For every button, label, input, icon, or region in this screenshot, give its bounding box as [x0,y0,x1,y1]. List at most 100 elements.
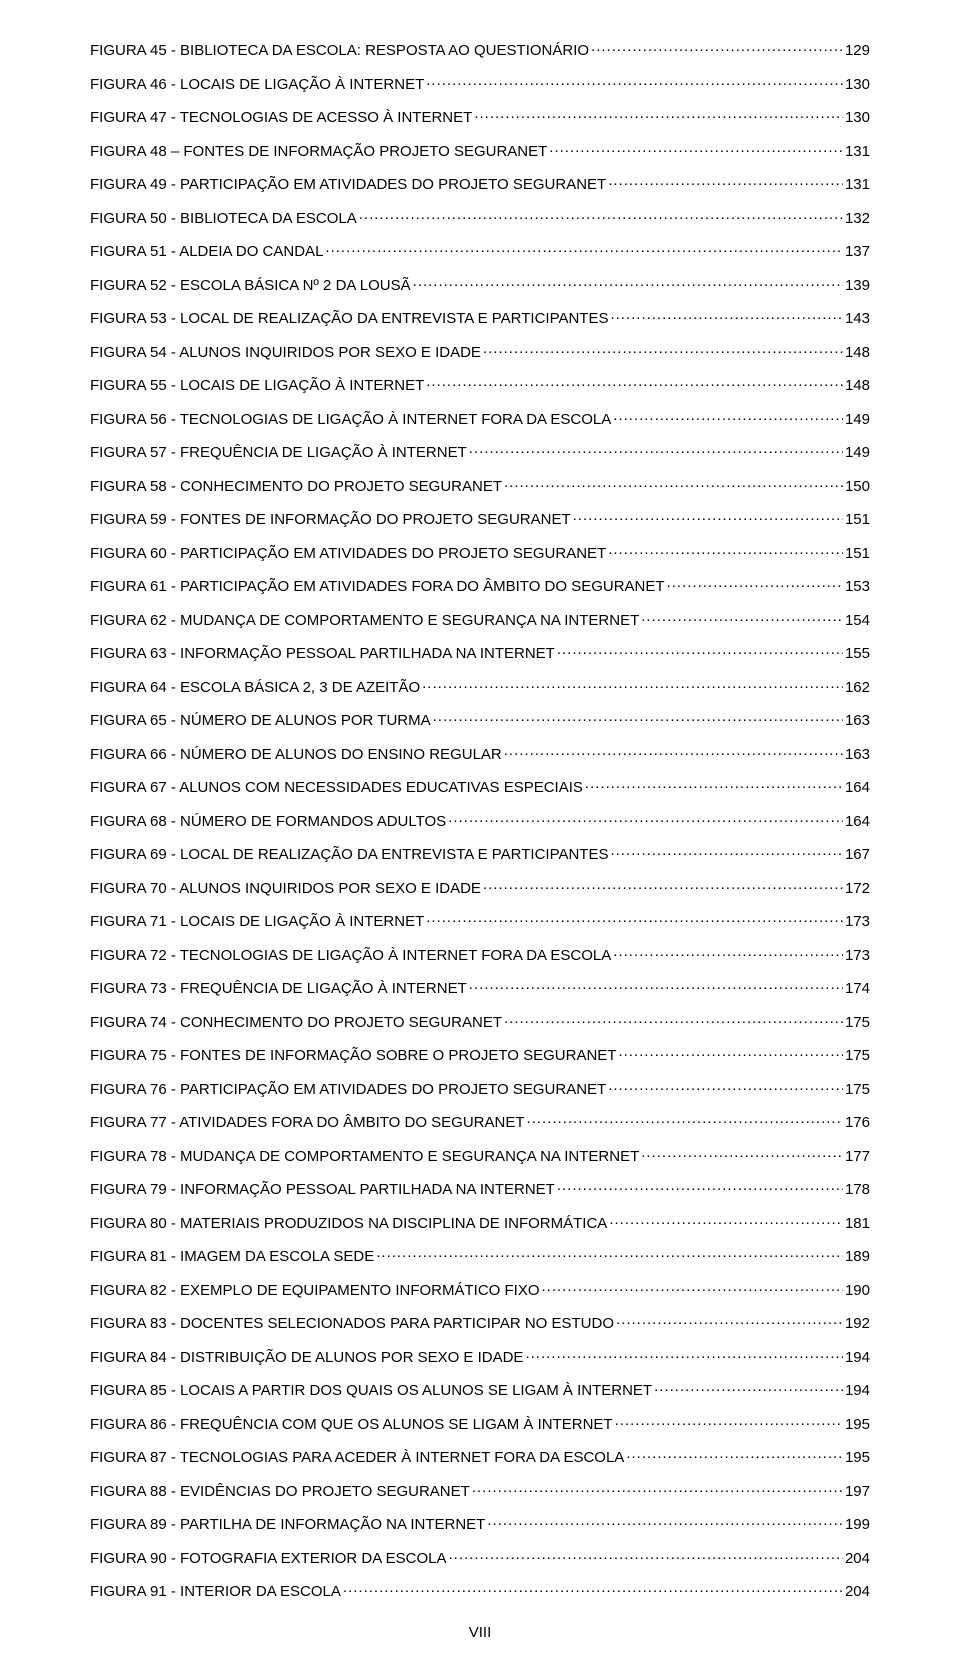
toc-entry-label: FIGURA 82 - EXEMPLO DE EQUIPAMENTO INFOR… [90,1282,540,1299]
toc-entry: FIGURA 76 - PARTICIPAÇÃO EM ATIVIDADES D… [90,1079,870,1098]
toc-entry-label: FIGURA 83 - DOCENTES SELECIONADOS PARA P… [90,1315,614,1332]
toc-dot-leader [504,744,843,759]
toc-dot-leader [474,107,843,122]
toc-dot-leader [610,844,843,859]
toc-entry: FIGURA 78 - MUDANÇA DE COMPORTAMENTO E S… [90,1146,870,1165]
toc-dot-leader [504,476,843,491]
toc-entry: FIGURA 74 - CONHECIMENTO DO PROJETO SEGU… [90,1012,870,1031]
toc-dot-leader [426,375,843,390]
toc-entry-page: 163 [845,712,870,729]
toc-entry-label: FIGURA 52 - ESCOLA BÁSICA Nº 2 DA LOUSÃ [90,277,411,294]
toc-entry-label: FIGURA 48 – FONTES DE INFORMAÇÃO PROJETO… [90,143,547,160]
toc-entry: FIGURA 50 - BIBLIOTECA DA ESCOLA 132 [90,208,870,227]
toc-entry-label: FIGURA 51 - ALDEIA DO CANDAL [90,243,323,260]
toc-entry: FIGURA 63 - INFORMAÇÃO PESSOAL PARTILHAD… [90,643,870,662]
toc-entry-label: FIGURA 80 - MATERIAIS PRODUZIDOS NA DISC… [90,1215,607,1232]
toc-entry: FIGURA 56 - TECNOLOGIAS DE LIGAÇÃO À INT… [90,409,870,428]
toc-entry: FIGURA 87 - TECNOLOGIAS PARA ACEDER À IN… [90,1447,870,1466]
toc-entry: FIGURA 73 - FREQUÊNCIA DE LIGAÇÃO À INTE… [90,978,870,997]
toc-entry: FIGURA 62 - MUDANÇA DE COMPORTAMENTO E S… [90,610,870,629]
toc-entry-label: FIGURA 50 - BIBLIOTECA DA ESCOLA [90,210,357,227]
toc-dot-leader [616,1313,843,1328]
toc-entry-page: 130 [845,76,870,93]
toc-entry: FIGURA 91 - INTERIOR DA ESCOLA 204 [90,1581,870,1600]
toc-entry: FIGURA 48 – FONTES DE INFORMAÇÃO PROJETO… [90,141,870,160]
toc-entry-page: 204 [845,1583,870,1600]
toc-entry-page: 154 [845,612,870,629]
toc-entry-page: 195 [845,1449,870,1466]
toc-entry-page: 148 [845,344,870,361]
toc-entry: FIGURA 66 - NÚMERO DE ALUNOS DO ENSINO R… [90,744,870,763]
toc-entry-page: 132 [845,210,870,227]
toc-entry: FIGURA 69 - LOCAL DE REALIZAÇÃO DA ENTRE… [90,844,870,863]
toc-entry-label: FIGURA 71 - LOCAIS DE LIGAÇÃO À INTERNET [90,913,424,930]
toc-dot-leader [608,543,843,558]
toc-entry-page: 151 [845,511,870,528]
toc-entry: FIGURA 90 - FOTOGRAFIA EXTERIOR DA ESCOL… [90,1548,870,1567]
toc-entry-page: 175 [845,1014,870,1031]
toc-entry-page: 194 [845,1382,870,1399]
toc-dot-leader [469,978,843,993]
toc-dot-leader [654,1380,843,1395]
toc-entry-label: FIGURA 91 - INTERIOR DA ESCOLA [90,1583,341,1600]
toc-entry-label: FIGURA 87 - TECNOLOGIAS PARA ACEDER À IN… [90,1449,624,1466]
toc-entry-page: 197 [845,1483,870,1500]
toc-entry-label: FIGURA 84 - DISTRIBUIÇÃO DE ALUNOS POR S… [90,1349,523,1366]
toc-entry-page: 149 [845,444,870,461]
toc-entry: FIGURA 86 - FREQUÊNCIA COM QUE OS ALUNOS… [90,1414,870,1433]
toc-entry-label: FIGURA 90 - FOTOGRAFIA EXTERIOR DA ESCOL… [90,1550,446,1567]
toc-entry-label: FIGURA 66 - NÚMERO DE ALUNOS DO ENSINO R… [90,746,502,763]
toc-dot-leader [641,610,843,625]
toc-entry-page: 164 [845,813,870,830]
toc-entry-page: 149 [845,411,870,428]
toc-dot-leader [422,677,843,692]
toc-entry: FIGURA 72 - TECNOLOGIAS DE LIGAÇÃO À INT… [90,945,870,964]
toc-entry-label: FIGURA 85 - LOCAIS A PARTIR DOS QUAIS OS… [90,1382,652,1399]
toc-entry-label: FIGURA 53 - LOCAL DE REALIZAÇÃO DA ENTRE… [90,310,608,327]
toc-entry-page: 172 [845,880,870,897]
toc-entry-page: 143 [845,310,870,327]
toc-entry-page: 129 [845,42,870,59]
toc-entry-label: FIGURA 81 - IMAGEM DA ESCOLA SEDE [90,1248,374,1265]
toc-entry: FIGURA 75 - FONTES DE INFORMAÇÃO SOBRE O… [90,1045,870,1064]
toc-entry-label: FIGURA 58 - CONHECIMENTO DO PROJETO SEGU… [90,478,502,495]
toc-entry-page: 178 [845,1181,870,1198]
toc-dot-leader [542,1280,843,1295]
toc-entry-page: 194 [845,1349,870,1366]
toc-entry-page: 150 [845,478,870,495]
toc-dot-leader [472,1481,843,1496]
toc-entry: FIGURA 88 - EVIDÊNCIAS DO PROJETO SEGURA… [90,1481,870,1500]
toc-dot-leader [469,442,843,457]
toc-entry-label: FIGURA 69 - LOCAL DE REALIZAÇÃO DA ENTRE… [90,846,608,863]
toc-entry-page: 189 [845,1248,870,1265]
toc-dot-leader [483,342,843,357]
toc-entry-page: 173 [845,913,870,930]
toc-entry-page: 176 [845,1114,870,1131]
toc-dot-leader [433,710,843,725]
toc-entry: FIGURA 70 - ALUNOS INQUIRIDOS POR SEXO E… [90,878,870,897]
toc-dot-leader [610,308,843,323]
toc-entry-label: FIGURA 68 - NÚMERO DE FORMANDOS ADULTOS [90,813,446,830]
toc-entry-page: 190 [845,1282,870,1299]
toc-entry-page: 148 [845,377,870,394]
toc-entry: FIGURA 79 - INFORMAÇÃO PESSOAL PARTILHAD… [90,1179,870,1198]
toc-entry: FIGURA 59 - FONTES DE INFORMAÇÃO DO PROJ… [90,509,870,528]
toc-entry-label: FIGURA 65 - NÚMERO DE ALUNOS POR TURMA [90,712,431,729]
toc-entry-page: 162 [845,679,870,696]
toc-entry-page: 167 [845,846,870,863]
toc-entry: FIGURA 64 - ESCOLA BÁSICA 2, 3 DE AZEITÃ… [90,677,870,696]
toc-entry: FIGURA 81 - IMAGEM DA ESCOLA SEDE 189 [90,1246,870,1265]
toc-entry-page: 175 [845,1081,870,1098]
toc-dot-leader [504,1012,843,1027]
toc-dot-leader [613,945,843,960]
toc-entry: FIGURA 71 - LOCAIS DE LIGAÇÃO À INTERNET… [90,911,870,930]
toc-entry-label: FIGURA 78 - MUDANÇA DE COMPORTAMENTO E S… [90,1148,639,1165]
toc-entry: FIGURA 80 - MATERIAIS PRODUZIDOS NA DISC… [90,1213,870,1232]
toc-dot-leader [609,1213,843,1228]
toc-entry: FIGURA 45 - BIBLIOTECA DA ESCOLA: RESPOS… [90,40,870,59]
toc-entry-label: FIGURA 55 - LOCAIS DE LIGAÇÃO À INTERNET [90,377,424,394]
toc-entry-page: 131 [845,176,870,193]
toc-dot-leader [527,1112,843,1127]
toc-entry-page: 195 [845,1416,870,1433]
toc-entry: FIGURA 52 - ESCOLA BÁSICA Nº 2 DA LOUSÃ1… [90,275,870,294]
